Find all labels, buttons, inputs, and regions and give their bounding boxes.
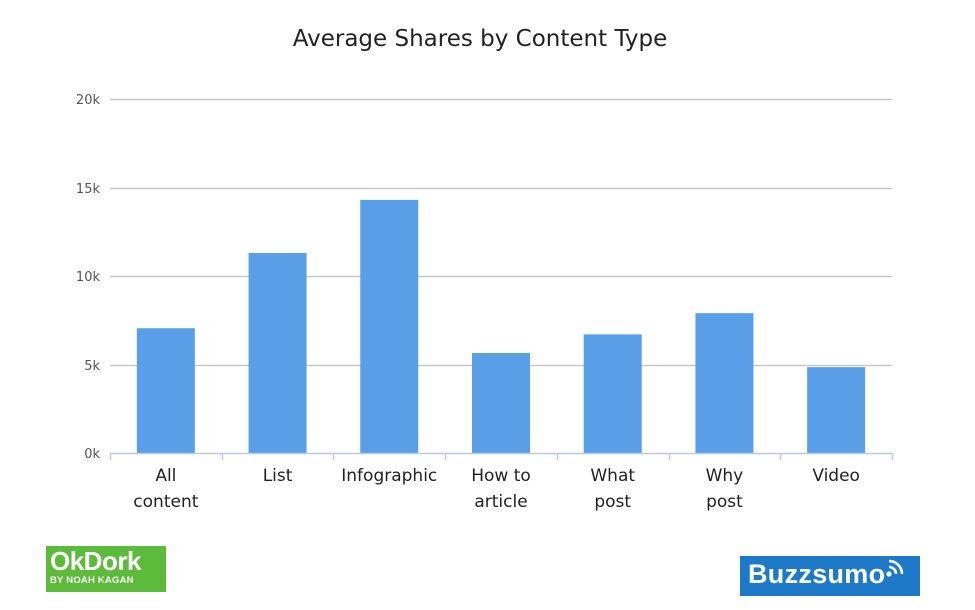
y-tick-labels: 0k 5k 10k 15k 20k <box>76 93 101 462</box>
y-tick-label: 15k <box>76 182 101 197</box>
bars <box>136 199 866 453</box>
okdork-logo-text: OkDork <box>50 546 141 576</box>
x-tick-label: List <box>263 466 293 486</box>
x-tick-labels: All content List Infographic How to article Wh… <box>133 466 860 512</box>
x-tick-label: How to article <box>471 466 531 512</box>
okdork-logo-subtext: BY NOAH KAGAN <box>50 575 134 586</box>
y-tick-label: 0k <box>84 447 100 462</box>
bar <box>360 199 419 453</box>
x-tick-label: Video <box>812 466 860 486</box>
gridlines <box>110 98 892 367</box>
x-tick-label: Infographic <box>341 466 437 486</box>
chart-title: Average Shares by Content Type <box>293 26 668 52</box>
bar <box>583 334 642 453</box>
y-tick-label: 5k <box>84 359 100 374</box>
bar <box>472 352 530 453</box>
bar <box>248 252 307 453</box>
x-tick-label: What post <box>590 466 635 512</box>
bar <box>695 313 754 453</box>
x-tick-label: Why post <box>706 466 744 512</box>
okdork-logo: OkDork BY NOAH KAGAN <box>46 546 166 592</box>
x-axis <box>109 452 894 460</box>
buzzsumo-logo-text: Buzzsumo <box>748 559 886 589</box>
signal-icon <box>886 559 904 577</box>
y-tick-label: 10k <box>76 270 101 285</box>
x-tick-label: All content <box>133 466 198 512</box>
bar <box>807 367 866 453</box>
y-tick-label: 20k <box>76 93 101 108</box>
buzzsumo-logo: Buzzsumo <box>740 556 920 596</box>
bar <box>136 328 195 453</box>
